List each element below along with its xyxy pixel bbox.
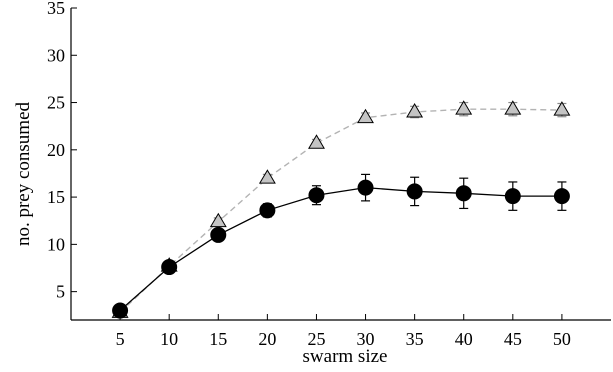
circle-marker [161,259,178,276]
circle-series-line [119,186,562,311]
triangle-marker [258,169,276,184]
circle-marker [259,202,276,219]
x-tick-label: 45 [504,329,522,349]
circle-marker [504,188,521,205]
y-tick-label: 5 [56,282,65,302]
y-tick-label: 20 [47,140,65,160]
x-tick-label: 15 [209,329,227,349]
plot-area: 5 10 15 20 25 30 35 40 45 50 5 10 15 20 25 30 35 [47,0,611,349]
x-tick-label: 30 [357,329,375,349]
circle-marker [406,183,423,200]
circle-marker [357,179,374,196]
y-tick-label: 30 [47,45,65,65]
x-axis-title: swarm size [303,346,388,367]
circle-marker [210,226,227,243]
circle-marker [455,185,472,202]
x-tick-label: 35 [406,329,424,349]
x-tick-label: 20 [258,329,276,349]
x-tick-label: 40 [455,329,473,349]
triangle-series-line [119,108,562,313]
x-tick-label: 25 [307,329,325,349]
circle-marker [112,302,129,319]
y-tick-label: 35 [47,0,65,18]
circle-marker [553,188,570,205]
triangle-marker [209,212,227,228]
y-tick-label: 15 [47,187,65,207]
triangle-marker [455,100,473,115]
circle-marker [308,187,325,204]
triangle-marker [553,101,571,116]
x-tick-label: 5 [116,329,125,349]
triangle-marker [504,100,522,115]
x-tick-label: 10 [160,329,178,349]
y-axis-title: no. prey consumed [13,101,34,246]
y-tick-label: 10 [47,234,65,254]
triangle-marker [308,134,325,149]
y-tick-label: 25 [47,93,65,113]
triangle-marker [357,108,374,124]
x-tick-label: 50 [553,329,571,349]
triangle-marker [406,103,424,118]
